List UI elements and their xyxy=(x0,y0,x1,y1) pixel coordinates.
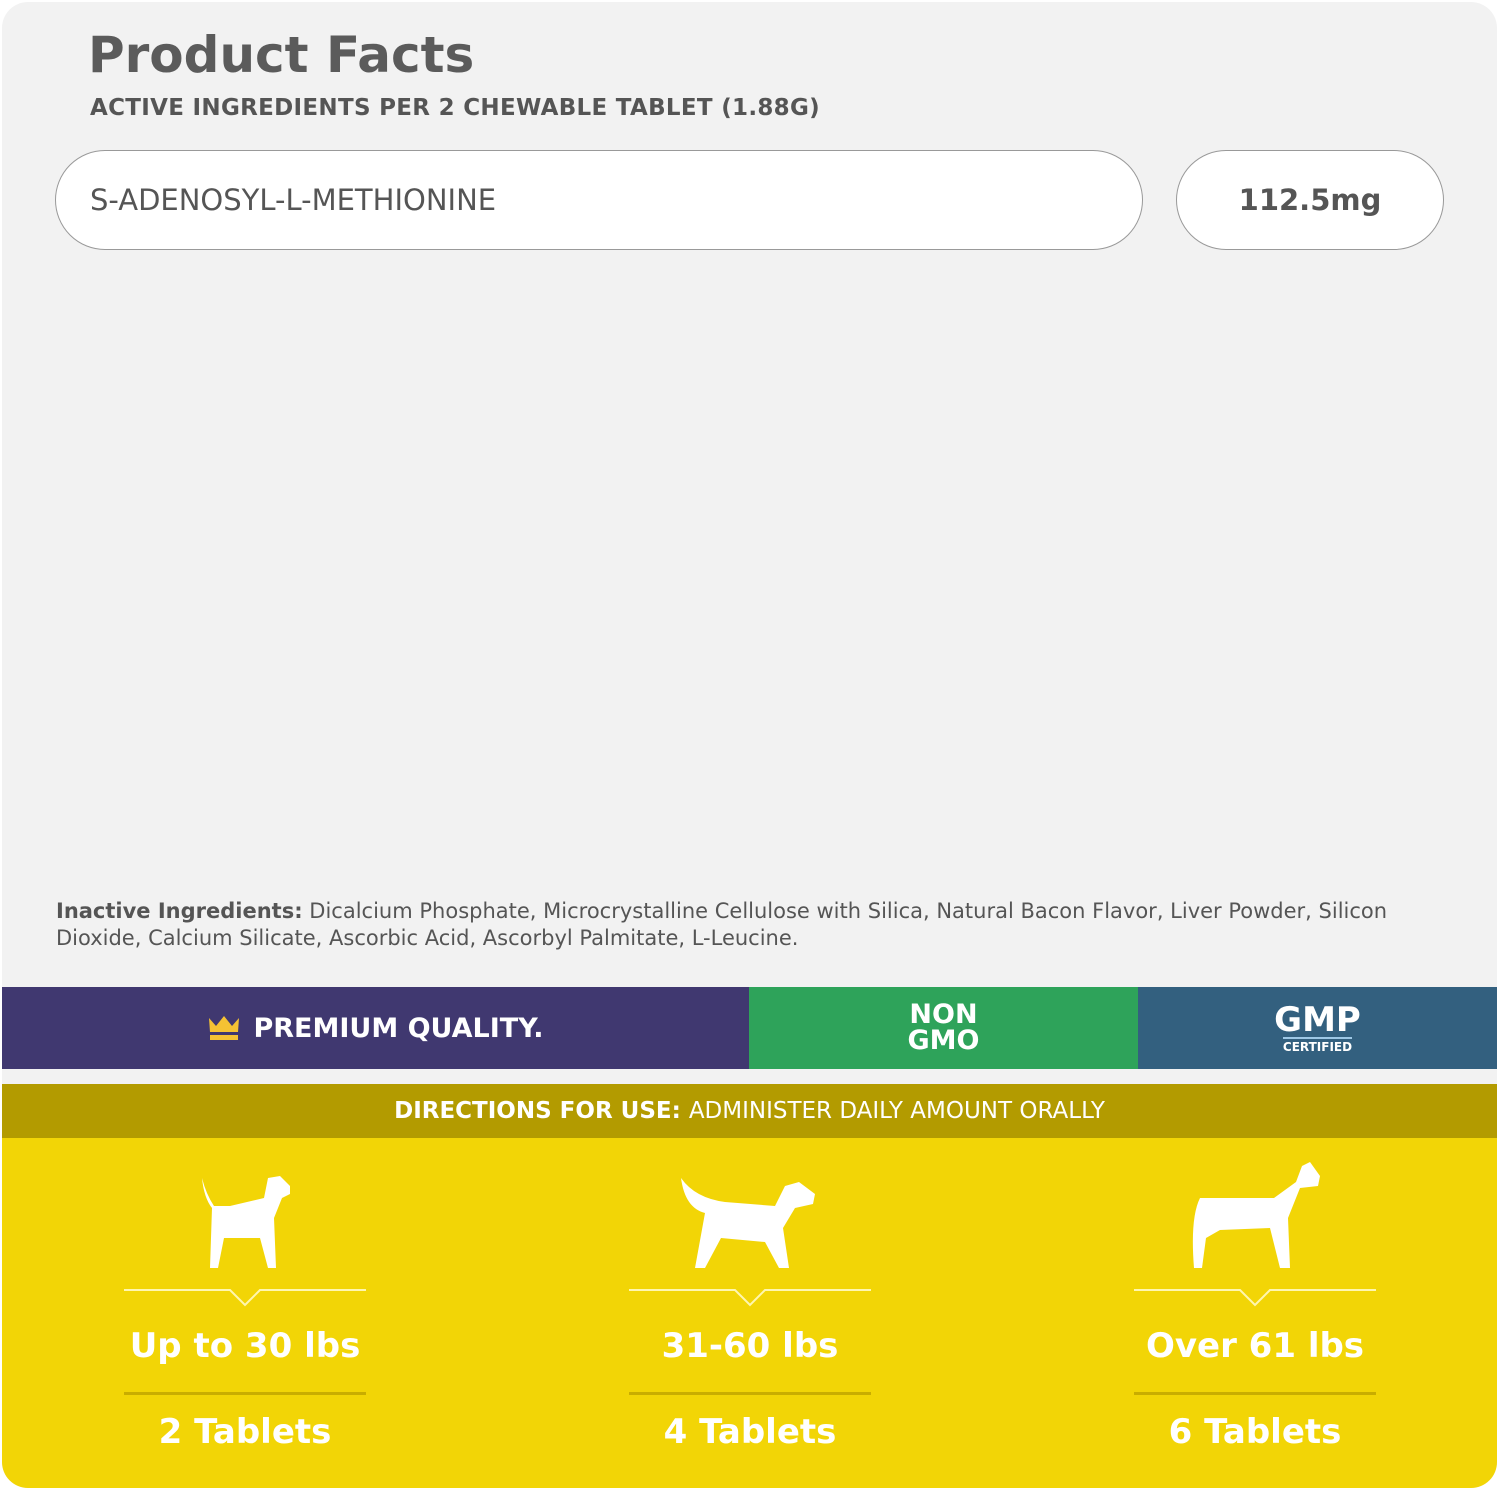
dosage-column: 31-60 lbs 4 Tablets xyxy=(629,1138,871,1488)
small-dog-icon xyxy=(202,1176,290,1268)
subtitle: ACTIVE INGREDIENTS PER 2 CHEWABLE TABLET… xyxy=(90,95,820,121)
inactive-text: Dicalcium Phosphate, Microcrystalline Ce… xyxy=(56,899,1388,950)
divider xyxy=(1134,1392,1376,1395)
premium-badge: PREMIUM QUALITY. xyxy=(2,987,749,1069)
divider xyxy=(124,1392,366,1395)
caret-divider xyxy=(1134,1289,1376,1307)
gmp-text: GMP xyxy=(1274,999,1361,1040)
dosage-section: Up to 30 lbs 2 Tablets 31-60 lbs 4 Table… xyxy=(2,1138,1497,1488)
inactive-label: Inactive Ingredients: xyxy=(56,899,303,923)
tablet-count: 2 Tablets xyxy=(158,1412,332,1452)
weight-range: 31-60 lbs xyxy=(661,1326,839,1366)
caret-divider xyxy=(124,1289,366,1307)
gmp-badge: GMP CERTIFIED xyxy=(1138,987,1497,1069)
non-gmo-badge: NON GMO xyxy=(749,987,1138,1069)
certified-text: CERTIFIED xyxy=(1282,1036,1353,1054)
dosage-column: Up to 30 lbs 2 Tablets xyxy=(124,1138,366,1488)
dosage-column: Over 61 lbs 6 Tablets xyxy=(1134,1138,1376,1488)
gmo-text: GMO xyxy=(907,1025,980,1056)
weight-range: Over 61 lbs xyxy=(1145,1326,1365,1366)
ingredient-name: S-ADENOSYL-L-METHIONINE xyxy=(55,150,1143,250)
directions-band: DIRECTIONS FOR USE: ADMINISTER DAILY AMOU… xyxy=(2,1084,1497,1138)
large-dog-icon xyxy=(1192,1162,1320,1268)
directions-text: ADMINISTER DAILY AMOUNT ORALLY xyxy=(688,1098,1105,1124)
caret-divider xyxy=(629,1289,871,1307)
directions-label: DIRECTIONS FOR USE: xyxy=(394,1098,681,1124)
page-title: Product Facts xyxy=(88,26,475,84)
tablet-count: 6 Tablets xyxy=(1168,1412,1342,1452)
badge-bar: PREMIUM QUALITY. NON GMO GMP CERTIFIED xyxy=(2,987,1497,1069)
divider xyxy=(629,1392,871,1395)
medium-dog-icon xyxy=(681,1178,815,1268)
non-text: NON xyxy=(909,999,978,1030)
premium-text: PREMIUM QUALITY. xyxy=(253,1012,544,1044)
weight-range: Up to 30 lbs xyxy=(129,1326,361,1366)
crown-icon xyxy=(209,1016,240,1040)
ingredient-amount: 112.5mg xyxy=(1176,150,1444,250)
tablet-count: 4 Tablets xyxy=(663,1412,837,1452)
inactive-ingredients: Inactive Ingredients: Dicalcium Phosphat… xyxy=(56,898,1456,952)
